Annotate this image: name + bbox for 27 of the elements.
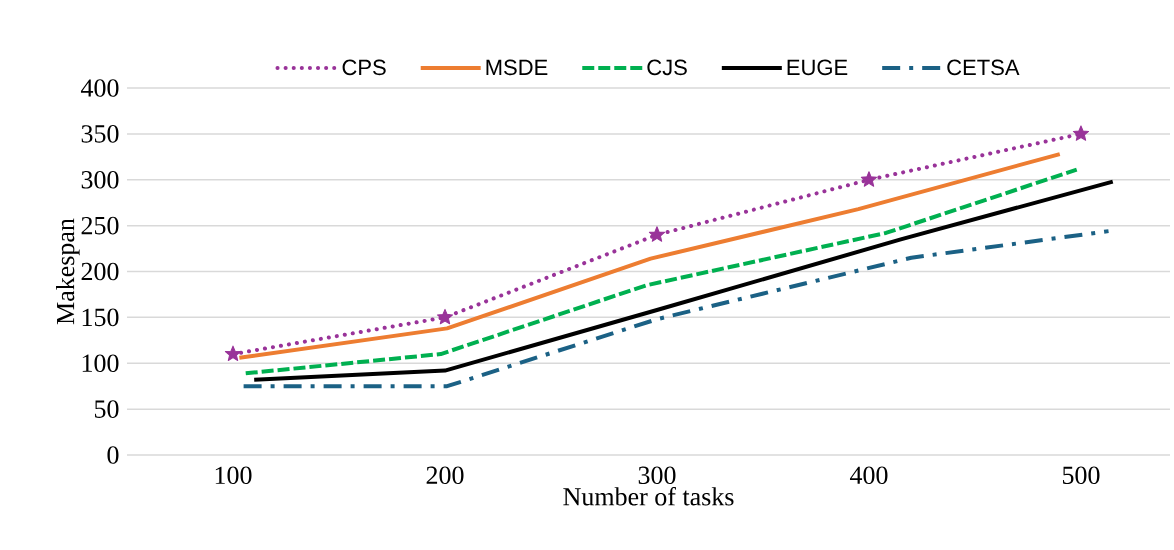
legend-label: CETSA [947,59,1020,76]
y-tick-label: 50 [94,400,119,418]
y-tick-label: 150 [82,308,119,327]
x-tick-label: 100 [215,466,252,485]
x-tick-label: 500 [1062,466,1100,485]
point [224,345,242,362]
y-tick-label: 400 [80,79,119,97]
x-tick-label: 300 [638,466,676,485]
legend-label: MSDE [486,59,548,76]
y-tick-label: 100 [82,354,119,373]
x-tick-label: 400 [849,466,888,485]
point [648,226,666,242]
y-tick-label: 0 [107,446,119,464]
point [436,308,454,325]
y-tick-label: 300 [81,170,119,189]
legend-label: CPS [342,59,386,76]
y-axis-title: Makespan [56,218,80,325]
y-tick-label: 350 [81,125,119,143]
line-series [241,229,1111,389]
x-axis-title: Number of tasks [563,486,734,506]
y-tick-label: 250 [81,216,119,235]
legend-label: CJS [647,59,687,76]
legend-label: EUGE [787,59,848,76]
point [860,171,878,187]
point [1072,125,1090,141]
x-tick-label: 200 [426,466,464,485]
y-tick-label: 200 [81,262,119,281]
